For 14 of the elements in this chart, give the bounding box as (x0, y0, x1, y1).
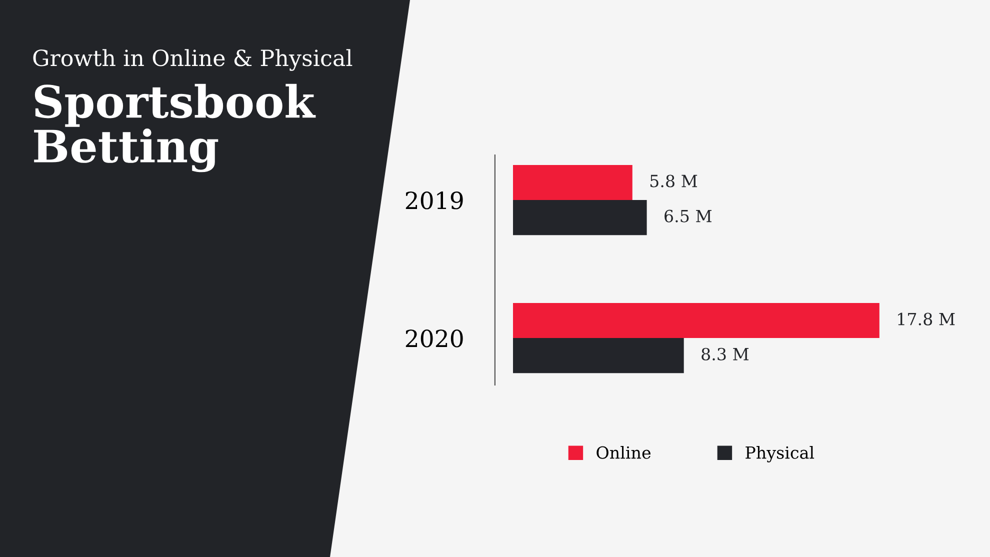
chart-subtitle: Sportsbook Betting (34, 84, 316, 172)
data-label: 5.8 M (650, 174, 698, 188)
data-label: 8.3 M (702, 348, 749, 360)
y-tick-label: 2019 (406, 191, 463, 210)
data-label: 6.5 M (664, 210, 712, 222)
y-tick-label: 2020 (406, 330, 463, 348)
bar (513, 338, 684, 374)
data-label: 17.8 M (898, 312, 955, 326)
bar (513, 302, 880, 338)
legend-label: Physical (746, 446, 814, 462)
bar (513, 200, 647, 236)
legend-label: Online (596, 446, 651, 459)
bar (513, 164, 632, 200)
text: Growth in Online & Physical (33, 49, 352, 71)
